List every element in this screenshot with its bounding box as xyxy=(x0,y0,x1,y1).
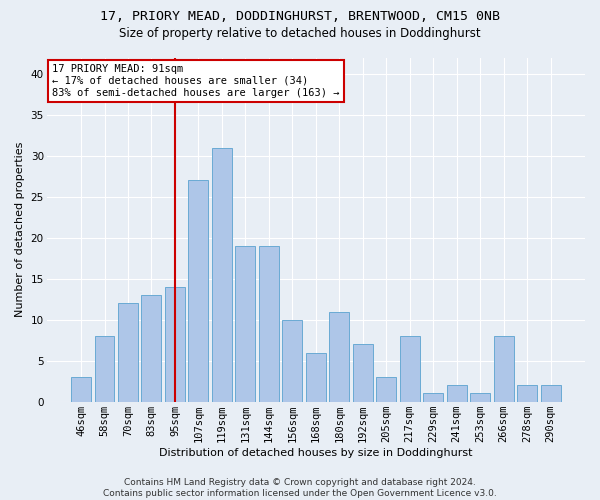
Bar xyxy=(283,320,302,402)
X-axis label: Distribution of detached houses by size in Doddinghurst: Distribution of detached houses by size … xyxy=(159,448,473,458)
Y-axis label: Number of detached properties: Number of detached properties xyxy=(15,142,25,318)
Text: Contains HM Land Registry data © Crown copyright and database right 2024.
Contai: Contains HM Land Registry data © Crown c… xyxy=(103,478,497,498)
Bar xyxy=(259,246,279,402)
Bar xyxy=(446,386,467,402)
Bar xyxy=(71,377,91,402)
Bar xyxy=(494,336,514,402)
Bar xyxy=(400,336,419,402)
Bar xyxy=(329,312,349,402)
Bar xyxy=(541,386,560,402)
Bar xyxy=(423,394,443,402)
Text: Size of property relative to detached houses in Doddinghurst: Size of property relative to detached ho… xyxy=(119,28,481,40)
Text: 17 PRIORY MEAD: 91sqm
← 17% of detached houses are smaller (34)
83% of semi-deta: 17 PRIORY MEAD: 91sqm ← 17% of detached … xyxy=(52,64,340,98)
Bar xyxy=(142,295,161,402)
Bar xyxy=(188,180,208,402)
Bar xyxy=(517,386,537,402)
Text: 17, PRIORY MEAD, DODDINGHURST, BRENTWOOD, CM15 0NB: 17, PRIORY MEAD, DODDINGHURST, BRENTWOOD… xyxy=(100,10,500,23)
Bar xyxy=(212,148,232,402)
Bar xyxy=(165,287,185,402)
Bar xyxy=(118,304,138,402)
Bar xyxy=(353,344,373,402)
Bar xyxy=(306,352,326,402)
Bar xyxy=(95,336,115,402)
Bar xyxy=(376,377,396,402)
Bar xyxy=(470,394,490,402)
Bar xyxy=(235,246,256,402)
